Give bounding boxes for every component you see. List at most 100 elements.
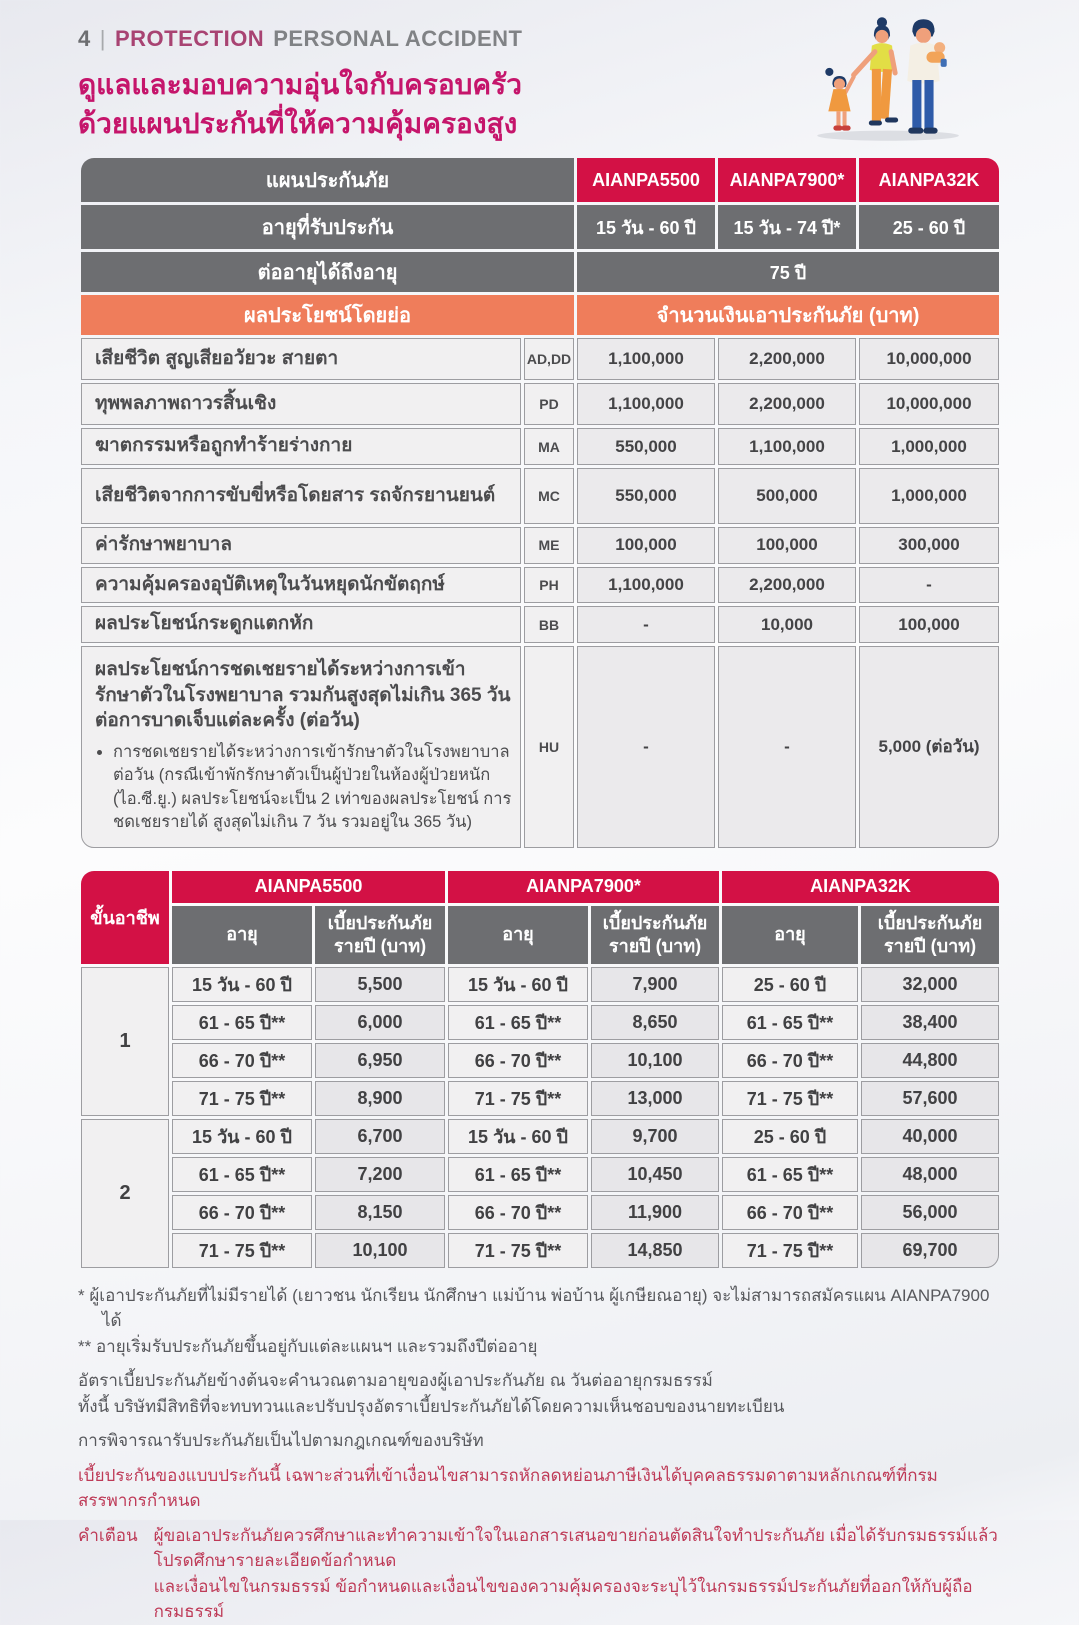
premium-subheader-row: อายุ เบี้ยประกันภัย รายปี (บาท) อายุ เบี… — [81, 905, 999, 964]
benefit-header-row: ผลประโยชน์โดยย่อ จำนวนเงินเอาประกันภัย (… — [81, 295, 999, 336]
entry-age-row: อายุที่รับประกัน 15 วัน - 60 ปี 15 วัน -… — [81, 205, 999, 250]
benefit-value-cell: - — [718, 646, 856, 848]
plan-name-row: แผนประกันภัย AIANPA5500 AIANPA7900* AIAN… — [81, 158, 999, 203]
benefit-name-cell: ทุพพลภาพถาวรสิ้นเชิง — [81, 383, 521, 426]
age-cell: 71 - 75 ปี** — [448, 1080, 588, 1116]
benefit-code-cell: HU — [524, 646, 574, 848]
benefit-code-cell: PH — [524, 566, 574, 604]
premium-row: 61 - 65 ปี** 7,200 61 - 65 ปี** 10,450 6… — [81, 1156, 999, 1192]
age-cell: 61 - 65 ปี** — [172, 1156, 312, 1192]
premium-cell: 8,150 — [315, 1194, 445, 1230]
premium-cell: 13,000 — [591, 1080, 719, 1116]
benefit-value-cell: 2,200,000 — [718, 566, 856, 604]
footnote-note3: การพิจารณารับประกันภัยเป็นไปตามกฎเกณฑ์ขอ… — [78, 1431, 484, 1451]
renewal-age-value: 75 ปี — [577, 252, 999, 293]
benefit-code-cell: MA — [524, 428, 574, 465]
age-cell: 71 - 75 ปี** — [172, 1080, 312, 1116]
benefit-code-cell: MC — [524, 467, 574, 524]
age-cell: 61 - 65 ปี** — [172, 1004, 312, 1040]
benefit-row: ความคุ้มครองอุบัติเหตุในวันหยุดนักขัตฤกษ… — [81, 566, 999, 604]
footnote-note1: อัตราเบี้ยประกันภัยข้างต้นจะคำนวณตามอายุ… — [78, 1371, 713, 1391]
benefit-value-cell: 2,200,000 — [718, 338, 856, 381]
age-cell: 15 วัน - 60 ปี — [172, 1118, 312, 1154]
premium-cell: 6,000 — [315, 1004, 445, 1040]
premium-plan-cell: AIANPA7900* — [448, 870, 719, 903]
benefit-code-cell: PD — [524, 383, 574, 426]
premium-row: 1 15 วัน - 60 ปี 5,500 15 วัน - 60 ปี 7,… — [81, 966, 999, 1116]
age-column-header: อายุ — [722, 905, 858, 964]
premium-row: 66 - 70 ปี** 6,950 66 - 70 ปี** 10,100 6… — [81, 1042, 999, 1078]
premium-row: 71 - 75 ปี** 10,100 71 - 75 ปี** 14,850 … — [81, 1232, 999, 1268]
premium-cell: 40,000 — [861, 1118, 999, 1154]
page-title-line2: ด้วยแผนประกันที่ให้ความคุ้มครองสูง — [78, 107, 518, 139]
section-label: PROTECTION — [114, 26, 265, 51]
benefit-value-cell: 1,000,000 — [859, 428, 999, 465]
benefit-value-cell: 10,000,000 — [859, 383, 999, 426]
benefit-name-cell: ความคุ้มครองอุบัติเหตุในวันหยุดนักขัตฤกษ… — [81, 566, 521, 604]
warning-line1: ผู้ขอเอาประกันภัยควรศึกษาและทำความเข้าใจ… — [153, 1525, 998, 1571]
benefit-name-cell: ผลประโยชน์กระดูกแตกหัก — [81, 606, 521, 643]
premium-cell: 69,700 — [861, 1232, 999, 1268]
benefit-value-cell: 1,100,000 — [577, 338, 715, 381]
age-cell: 15 วัน - 60 ปี — [448, 1118, 588, 1154]
entry-age-label: อายุที่รับประกัน — [81, 205, 574, 250]
footnote-note2: ทั้งนี้ บริษัทมีสิทธิที่จะทบทวนและปรับปร… — [78, 1396, 785, 1416]
benefit-value-cell: 550,000 — [577, 428, 715, 465]
benefit-value-cell: 1,000,000 — [859, 467, 999, 524]
premium-row: 2 15 วัน - 60 ปี 6,700 15 วัน - 60 ปี 9,… — [81, 1118, 999, 1268]
plans-benefits-table: แผนประกันภัย AIANPA5500 AIANPA7900* AIAN… — [78, 155, 1002, 850]
age-cell: 71 - 75 ปี** — [448, 1232, 588, 1268]
premium-row: 66 - 70 ปี** 8,150 66 - 70 ปี** 11,900 6… — [81, 1194, 999, 1230]
entry-age-cell: 25 - 60 ปี — [859, 205, 999, 250]
benefit-value-cell: 500,000 — [718, 467, 856, 524]
age-cell: 61 - 65 ปี** — [448, 1156, 588, 1192]
benefit-name-cell: ผลประโยชน์การชดเชยรายได้ระหว่างการเข้า ร… — [81, 646, 521, 848]
premium-cell: 8,900 — [315, 1080, 445, 1116]
benefit-value-cell: 550,000 — [577, 467, 715, 524]
benefit-value-cell: 1,100,000 — [577, 383, 715, 426]
age-column-header: อายุ — [448, 905, 588, 964]
premium-table: ขั้นอาชีพ AIANPA5500 AIANPA7900* AIANPA3… — [78, 868, 1002, 1271]
renewal-age-label: ต่ออายุได้ถึงอายุ — [81, 252, 574, 293]
premium-header-line2: รายปี (บาท) — [608, 935, 702, 956]
benefit-row: ฆาตกรรมหรือถูกทำร้ายร่างกาย MA 550,000 1… — [81, 428, 999, 465]
benefit-value-cell: - — [577, 606, 715, 643]
page-title: ดูแลและมอบความอุ่นใจกับครอบครัว ด้วยแผนป… — [78, 66, 1002, 143]
footnotes: * ผู้เอาประกันภัยที่ไม่มีรายได้ (เยาวชน … — [78, 1283, 1002, 1625]
benefit-value-cell: - — [577, 646, 715, 848]
premium-column-header: เบี้ยประกันภัย รายปี (บาท) — [315, 905, 445, 964]
premium-cell: 7,200 — [315, 1156, 445, 1192]
subsection-label: PERSONAL ACCIDENT — [273, 26, 523, 51]
page-title-line1: ดูแลและมอบความอุ่นใจกับครอบครัว — [78, 69, 522, 100]
age-cell: 66 - 70 ปี** — [172, 1042, 312, 1078]
occupation-class-cell: 2 — [81, 1118, 169, 1268]
benefit-row: ผลประโยชน์กระดูกแตกหัก BB - 10,000 100,0… — [81, 606, 999, 643]
age-cell: 25 - 60 ปี — [722, 1118, 858, 1154]
premium-cell: 44,800 — [861, 1042, 999, 1078]
premium-cell: 56,000 — [861, 1194, 999, 1230]
premium-row: 71 - 75 ปี** 8,900 71 - 75 ปี** 13,000 7… — [81, 1080, 999, 1116]
hu-benefit-note: การชดเชยรายได้ระหว่างการเข้ารักษาตัวในโร… — [113, 741, 512, 835]
benefit-code-cell: AD,DD — [524, 338, 574, 381]
premium-plan-row: ขั้นอาชีพ AIANPA5500 AIANPA7900* AIANPA3… — [81, 870, 999, 964]
premium-cell: 10,100 — [591, 1042, 719, 1078]
premium-cell: 7,900 — [591, 966, 719, 1002]
premium-cell: 11,900 — [591, 1194, 719, 1230]
premium-header-line1: เบี้ยประกันภัย — [602, 913, 708, 934]
age-cell: 61 - 65 ปี** — [448, 1004, 588, 1040]
age-cell: 66 - 70 ปี** — [722, 1194, 858, 1230]
age-cell: 66 - 70 ปี** — [722, 1042, 858, 1078]
premium-column-header: เบี้ยประกันภัย รายปี (บาท) — [591, 905, 719, 964]
benefit-summary-header: ผลประโยชน์โดยย่อ — [81, 295, 574, 336]
occupation-class-cell: 1 — [81, 966, 169, 1116]
age-cell: 66 - 70 ปี** — [448, 1194, 588, 1230]
benefit-name-cell: เสียชีวิต สูญเสียอวัยวะ สายตา — [81, 338, 521, 381]
page-number: 4 — [78, 26, 91, 51]
age-cell: 15 วัน - 60 ปี — [172, 966, 312, 1002]
benefit-value-cell: 1,100,000 — [718, 428, 856, 465]
benefit-code-cell: BB — [524, 606, 574, 643]
entry-age-cell: 15 วัน - 60 ปี — [577, 205, 715, 250]
entry-age-cell: 15 วัน - 74 ปี* — [718, 205, 856, 250]
premium-plan-cell: AIANPA5500 — [172, 870, 445, 903]
